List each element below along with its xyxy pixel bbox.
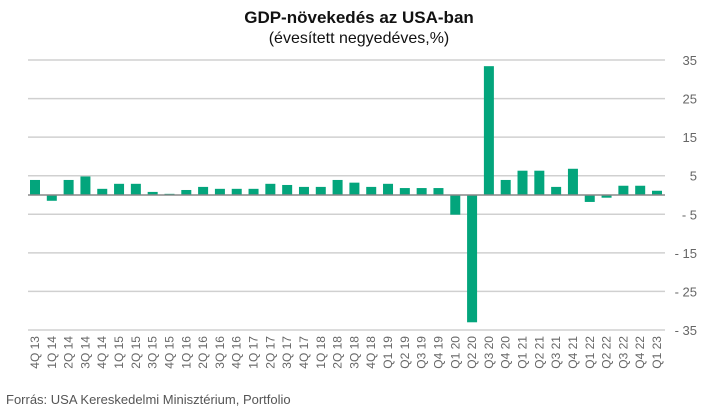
bar (332, 179, 343, 195)
bar (282, 184, 293, 195)
bar (399, 188, 410, 195)
y-tick-label: - 5 (682, 207, 697, 222)
bar (63, 179, 74, 195)
x-tick-label: 4Q 15 (162, 336, 176, 369)
x-tick-label: 1Q 18 (314, 336, 328, 369)
chart-subtitle: (évesített negyedéves,%) (268, 30, 450, 47)
x-tick-label: 4Q 18 (364, 336, 378, 369)
bar (383, 183, 394, 195)
x-tick-label: 4Q 14 (95, 336, 109, 369)
x-tick-label: Q2 19 (398, 336, 412, 369)
bar (584, 195, 595, 202)
x-tick-label: 2Q 18 (331, 336, 345, 369)
x-tick-label: Q1 21 (516, 336, 530, 369)
x-tick-label: Q3 21 (549, 336, 563, 369)
bar (315, 186, 326, 195)
bar (80, 176, 91, 195)
x-tick-label: Q2 20 (465, 336, 479, 369)
bar (433, 188, 444, 195)
bar (30, 179, 40, 195)
x-tick-label: Q1 20 (448, 336, 462, 369)
x-tick-label: 3Q 17 (280, 336, 294, 369)
bar (534, 170, 545, 195)
x-tick-label: Q3 20 (482, 336, 496, 369)
bar (349, 182, 360, 195)
x-tick-label: Q4 22 (633, 336, 647, 369)
bar (214, 188, 225, 195)
x-tick-label: 3Q 15 (146, 336, 160, 369)
bar (130, 183, 141, 195)
x-tick-label: 1Q 15 (112, 336, 126, 369)
bar (551, 186, 562, 195)
chart-title: GDP-növekedés az USA-ban (244, 8, 474, 27)
bar (467, 195, 478, 323)
bar (416, 188, 427, 195)
x-tick-label: Q2 22 (600, 336, 614, 369)
bar (483, 66, 494, 196)
x-tick-label: Q1 19 (381, 336, 395, 369)
x-tick-label: 4Q 17 (297, 336, 311, 369)
x-tick-label: Q1 22 (583, 336, 597, 369)
y-tick-label: - 25 (675, 284, 697, 299)
bar (198, 186, 209, 195)
y-tick-label: - 35 (675, 323, 697, 338)
bar (97, 188, 108, 195)
x-tick-label: 2Q 14 (62, 336, 76, 369)
x-tick-label: 1Q 16 (179, 336, 193, 369)
y-tick-label: 25 (683, 92, 697, 107)
y-tick-label: 15 (683, 130, 697, 145)
x-tick-label: Q1 23 (650, 336, 664, 369)
bar (618, 185, 629, 195)
bar (46, 195, 57, 201)
x-tick-label: Q4 20 (499, 336, 513, 369)
bar (231, 188, 242, 195)
bar (652, 190, 662, 195)
bar (635, 185, 646, 195)
y-tick-label: 5 (690, 169, 697, 184)
bar (248, 188, 259, 195)
y-tick-label: - 15 (675, 246, 697, 261)
x-tick-label: Q4 21 (566, 336, 580, 369)
x-tick-label: 3Q 18 (347, 336, 361, 369)
x-tick-label: 1Q 14 (45, 336, 59, 369)
bar (298, 186, 309, 195)
bar (500, 179, 511, 195)
x-tick-label: 4Q 16 (230, 336, 244, 369)
x-tick-label: Q3 22 (616, 336, 630, 369)
source-note: Forrás: USA Kereskedelmi Minisztérium, P… (6, 392, 291, 407)
x-tick-label: Q2 21 (532, 336, 546, 369)
bar (265, 183, 276, 195)
x-tick-label: 1Q 17 (247, 336, 261, 369)
bar (517, 170, 528, 195)
bar (450, 195, 461, 215)
x-tick-label: Q3 19 (415, 336, 429, 369)
bar (567, 168, 578, 195)
bar (114, 183, 125, 195)
bar (181, 189, 192, 195)
x-tick-label: 2Q 17 (263, 336, 277, 369)
x-tick-label: 4Q 13 (28, 336, 42, 369)
bar (147, 191, 158, 195)
bar (601, 195, 612, 198)
x-tick-label: 2Q 16 (196, 336, 210, 369)
x-tick-label: 3Q 16 (213, 336, 227, 369)
y-tick-label: 35 (683, 53, 697, 68)
x-tick-label: 2Q 15 (129, 336, 143, 369)
x-tick-label: 3Q 14 (78, 336, 92, 369)
x-tick-label: Q4 19 (431, 336, 445, 369)
bar (366, 186, 377, 195)
